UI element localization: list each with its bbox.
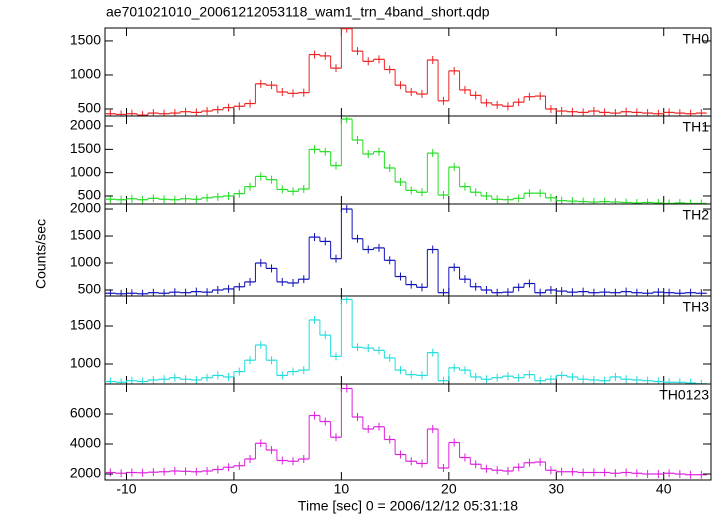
x-tick-label: 10 [334,481,350,497]
y-tick-label: 500 [78,100,102,116]
y-tick-label: 1000 [70,66,101,82]
x-tick-label: 0 [230,481,238,497]
panel-label: TH1 [683,119,710,135]
y-axis-label: Counts/sec [33,219,49,289]
panel-label: TH0123 [659,387,709,403]
panel-label: TH0 [683,31,710,47]
panel-frame [104,203,712,297]
y-tick-label: 2000 [70,200,101,216]
y-tick-label: 1500 [70,140,101,156]
panel-frame [104,27,712,117]
y-tick-label: 6000 [70,405,101,421]
y-tick-label: 2000 [70,117,101,133]
chart-title: ae701021010_20061212053118_wam1_trn_4ban… [106,4,490,20]
panel-frame [104,295,712,385]
x-tick-label: -10 [116,481,136,497]
y-tick-label: 1000 [70,163,101,179]
y-tick-label: 1000 [70,254,101,270]
x-axis-label: Time [sec] 0 = 2006/12/12 05:31:18 [298,498,518,514]
panel-label: TH2 [683,207,710,223]
x-tick-label: 40 [656,481,672,497]
y-tick-label: 1000 [70,355,101,371]
x-tick-label: 30 [548,481,564,497]
y-tick-label: 4000 [70,435,101,451]
x-tick-label: 20 [441,481,457,497]
y-tick-label: 1500 [70,317,101,333]
panel-frame [104,383,712,481]
y-tick-label: 500 [78,281,102,297]
panel-label: TH3 [683,299,710,315]
y-tick-label: 1500 [70,32,101,48]
y-tick-label: 500 [78,187,102,203]
y-tick-label: 2000 [70,465,101,481]
y-tick-label: 1500 [70,227,101,243]
